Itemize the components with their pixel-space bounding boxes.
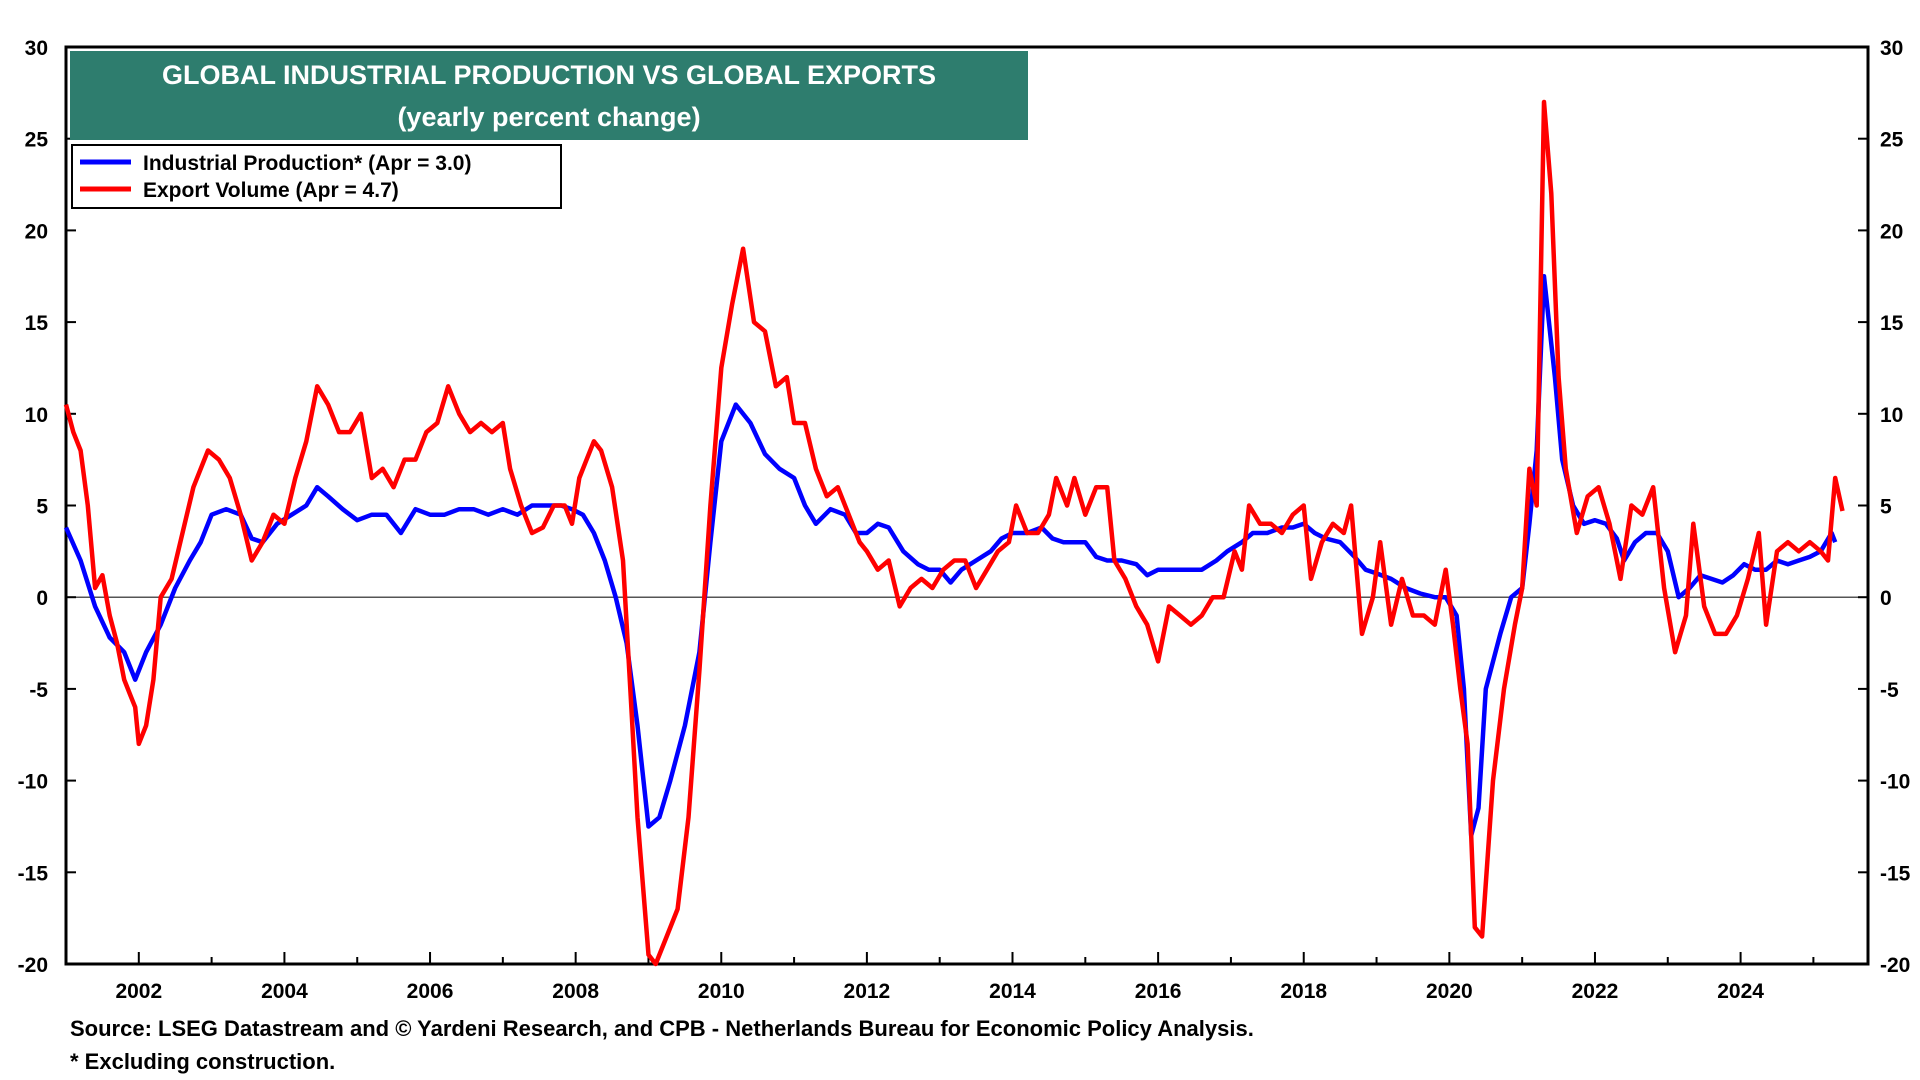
- y-tick-label-left: 10: [25, 404, 48, 427]
- right-axis: 30 25 20 15 10 5 0 -5 -10 -15 -20: [1858, 37, 1911, 977]
- y-tick-label-right: -10: [1880, 771, 1910, 794]
- chart-subtitle: (yearly percent change): [397, 102, 700, 132]
- x-tick-label: 2020: [1426, 980, 1473, 1003]
- source-note: Source: LSEG Datastream and © Yardeni Re…: [70, 1016, 1254, 1041]
- x-tick-label: 2014: [989, 980, 1036, 1003]
- y-tick-label-left: -15: [18, 862, 49, 885]
- x-tick-label: 2016: [1135, 980, 1182, 1003]
- y-tick-label-left: 25: [25, 129, 49, 152]
- chart-title: GLOBAL INDUSTRIAL PRODUCTION VS GLOBAL E…: [162, 60, 936, 90]
- y-tick-label-left: -10: [18, 771, 48, 794]
- series-layer: [63, 99, 1845, 967]
- y-tick-label-right: 25: [1880, 129, 1904, 152]
- y-tick-label-left: 20: [25, 220, 48, 243]
- legend-label-industrial-production: Industrial Production* (Apr = 3.0): [143, 152, 471, 175]
- y-tick-label-left: 5: [36, 496, 48, 519]
- y-tick-label-left: -5: [29, 679, 48, 702]
- x-tick-label: 2008: [552, 980, 599, 1003]
- x-tick-label: 2010: [698, 980, 745, 1003]
- x-tick-label: 2018: [1280, 980, 1327, 1003]
- series-line-export-volume: [63, 99, 1845, 967]
- legend-label-export-volume: Export Volume (Apr = 4.7): [143, 179, 399, 202]
- title-box: [70, 51, 1028, 140]
- x-axis: 2002 2004 2006 2008 2010 2012 2014 2016 2018 2020…: [65, 952, 1815, 1003]
- y-tick-label-right: 5: [1880, 496, 1892, 519]
- footnote: * Excluding construction.: [70, 1049, 336, 1074]
- y-tick-label-left: 15: [25, 312, 49, 335]
- y-tick-label-right: -20: [1880, 954, 1910, 977]
- y-tick-label-right: 20: [1880, 220, 1903, 243]
- x-tick-label: 2006: [407, 980, 454, 1003]
- left-axis: 30 25 20 15 10 5 0 -5 -10 -15 -20: [18, 37, 76, 977]
- x-tick-label: 2022: [1572, 980, 1619, 1003]
- y-tick-label-right: 15: [1880, 312, 1904, 335]
- legend-box: [71, 144, 562, 209]
- x-tick-label: 2024: [1717, 980, 1764, 1003]
- y-tick-label-left: -20: [18, 954, 48, 977]
- y-tick-label-left: 0: [36, 587, 48, 610]
- y-tick-label-right: -15: [1880, 862, 1911, 885]
- y-tick-label-right: -5: [1880, 679, 1899, 702]
- y-tick-label-right: 10: [1880, 404, 1903, 427]
- x-tick-label: 2012: [844, 980, 891, 1003]
- x-tick-label: 2004: [261, 980, 308, 1003]
- y-tick-label-right: 0: [1880, 587, 1892, 610]
- x-tick-label: 2002: [115, 980, 162, 1003]
- y-tick-label-left: 30: [25, 37, 48, 60]
- y-tick-label-right: 30: [1880, 37, 1903, 60]
